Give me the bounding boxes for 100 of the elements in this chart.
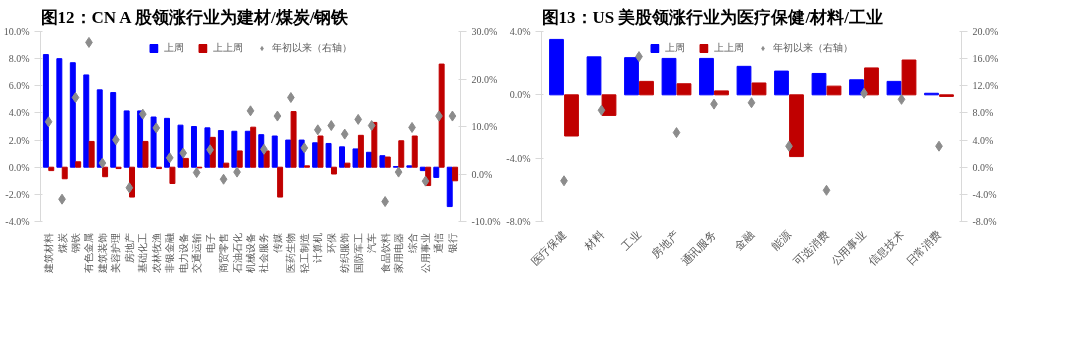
point [822,184,831,196]
x-tick-label: 纺织服饰 [339,232,351,273]
legend-label: 年初以来（右轴） [772,41,853,55]
x-tick-label: 建筑装饰 [96,232,108,274]
bar [789,94,804,158]
chart-title: 图12：CN A 股领涨行业为建材/煤炭/钢铁 [40,7,350,27]
x-tick-label: 公用事业 [828,228,869,268]
x-tick-label: 电子 [204,232,216,253]
legend-label: 年初以来（右轴） [271,41,352,55]
bar [96,89,103,168]
bar [339,146,346,168]
point [246,105,255,117]
x-tick-label: 国防军工 [352,232,364,273]
legend-label: 上上周 [212,41,243,55]
y-tick-label: 2.0% [8,134,30,146]
legend-label: 上周 [664,41,685,55]
x-tick-label: 食品饮料 [379,232,391,273]
x-tick-label: 银行 [446,232,458,254]
bar [169,166,176,184]
y2-tick-label: 12.0% [972,80,999,92]
bar [433,166,440,178]
bar [736,65,752,96]
x-tick-label: 煤炭 [56,232,68,253]
x-tick-label: 机械设备 [245,232,256,273]
bar [379,155,386,168]
bar [699,57,714,96]
chart-title: 图13：US 美股领涨行业为医疗保健/材料/工业 [541,7,883,27]
point [394,166,403,178]
y2-tick-label: 16.0% [972,53,999,65]
x-tick-label: 建筑材料 [43,232,55,274]
bar [42,54,49,168]
bar [886,80,902,96]
bar [352,148,359,168]
point [98,157,107,169]
bar [271,135,278,168]
x-tick-label: 房地产 [123,232,135,263]
bar [398,140,405,168]
point [192,167,201,179]
point [179,147,188,159]
x-tick-label: 家用电器 [393,232,405,273]
point [421,175,430,187]
bar [371,121,378,168]
bar [69,62,76,168]
bar [48,166,55,172]
bar [452,166,459,182]
bar [586,56,602,96]
legend-label: 上上周 [713,41,744,55]
y-tick-label: -4.0% [506,152,531,164]
bar [75,161,82,168]
bar [438,63,445,168]
y-tick-label: 0.0% [509,89,531,101]
x-tick-label: 交通运输 [191,232,203,273]
bar [290,111,297,168]
point [672,127,681,139]
y-tick-label: 8.0% [8,53,30,65]
y-tick-label: 6.0% [8,80,30,92]
x-tick-label: 金融 [731,228,756,253]
bar [384,156,391,168]
bar [88,140,95,168]
y2-tick-label: 8.0% [972,107,994,119]
x-tick-label: 汽车 [366,232,378,253]
bar [102,166,109,178]
x-tick-label: 钢铁 [70,232,81,254]
bar [774,70,789,96]
x-tick-label: 通信 [433,232,445,253]
y2-tick-label: -10.0% [471,216,501,227]
bar [357,134,364,168]
point [273,110,282,122]
bar [236,150,243,168]
x-tick-label: 日常消费 [903,228,944,268]
bar [325,142,332,168]
point [125,182,134,194]
bar [123,110,130,168]
y-tick-label: -4.0% [5,216,30,227]
y2-tick-label: 0.0% [972,161,994,173]
bar [277,166,284,198]
y2-tick-label: -8.0% [972,216,997,227]
point [747,97,756,109]
bar [223,162,230,168]
y2-tick-label: -4.0% [972,188,997,200]
bar [56,58,63,168]
bar [864,67,879,96]
bar [330,166,337,175]
x-tick-label: 医药生物 [285,232,297,273]
x-tick-label: 可选消费 [791,228,831,268]
point [313,124,322,136]
x-tick-label: 传媒 [271,232,283,253]
x-tick-label: 社会服务 [258,232,270,273]
bar [549,38,564,96]
x-tick-label: 通讯服务 [678,228,719,268]
point [367,120,376,132]
x-tick-label: 商贸零售 [218,232,230,273]
bar [250,126,257,168]
bar [190,126,197,168]
point [897,93,906,105]
point [300,142,309,154]
bar [714,90,729,96]
y-tick-label: 4.0% [8,107,30,119]
point [138,108,147,120]
x-tick-label: 材料 [580,228,606,254]
